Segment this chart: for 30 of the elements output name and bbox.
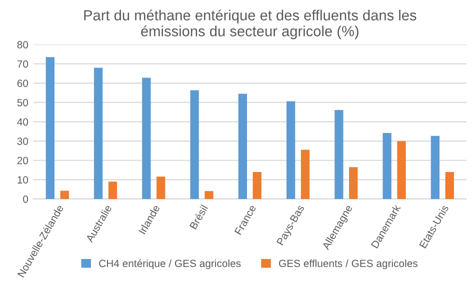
bar bbox=[204, 191, 214, 199]
y-tick-label: 20 bbox=[17, 156, 28, 164]
legend-label: CH4 entérique / GES agricoles bbox=[99, 259, 241, 270]
y-tick-label: 40 bbox=[17, 118, 28, 126]
bar bbox=[46, 57, 54, 199]
bar bbox=[286, 101, 296, 199]
bar bbox=[445, 172, 454, 199]
bar bbox=[108, 182, 118, 199]
bar bbox=[142, 78, 151, 199]
bar bbox=[190, 90, 199, 199]
bar bbox=[300, 150, 310, 199]
bar bbox=[430, 136, 440, 199]
bar bbox=[60, 190, 69, 199]
legend-label: GES effluents / GES agricoles bbox=[279, 259, 418, 270]
y-tick-label: 0 bbox=[23, 195, 28, 203]
y-tick-label: 10 bbox=[18, 176, 28, 184]
bar bbox=[349, 167, 358, 199]
bar bbox=[382, 132, 392, 199]
y-tick-label: 70 bbox=[17, 60, 28, 68]
y-tick-label: 30 bbox=[17, 138, 28, 145]
bar bbox=[397, 141, 406, 199]
bar bbox=[238, 94, 248, 199]
y-tick-label: 50 bbox=[17, 98, 28, 106]
y-tick-label: 80 bbox=[17, 41, 28, 48]
chart-title: Part du méthane entérique et des effluents dans les émissions du secteur agricole (%) bbox=[84, 10, 416, 40]
bar bbox=[94, 68, 103, 199]
bar bbox=[156, 176, 166, 199]
bar bbox=[252, 172, 262, 199]
bar bbox=[334, 110, 344, 199]
y-tick-label: 60 bbox=[17, 80, 28, 88]
